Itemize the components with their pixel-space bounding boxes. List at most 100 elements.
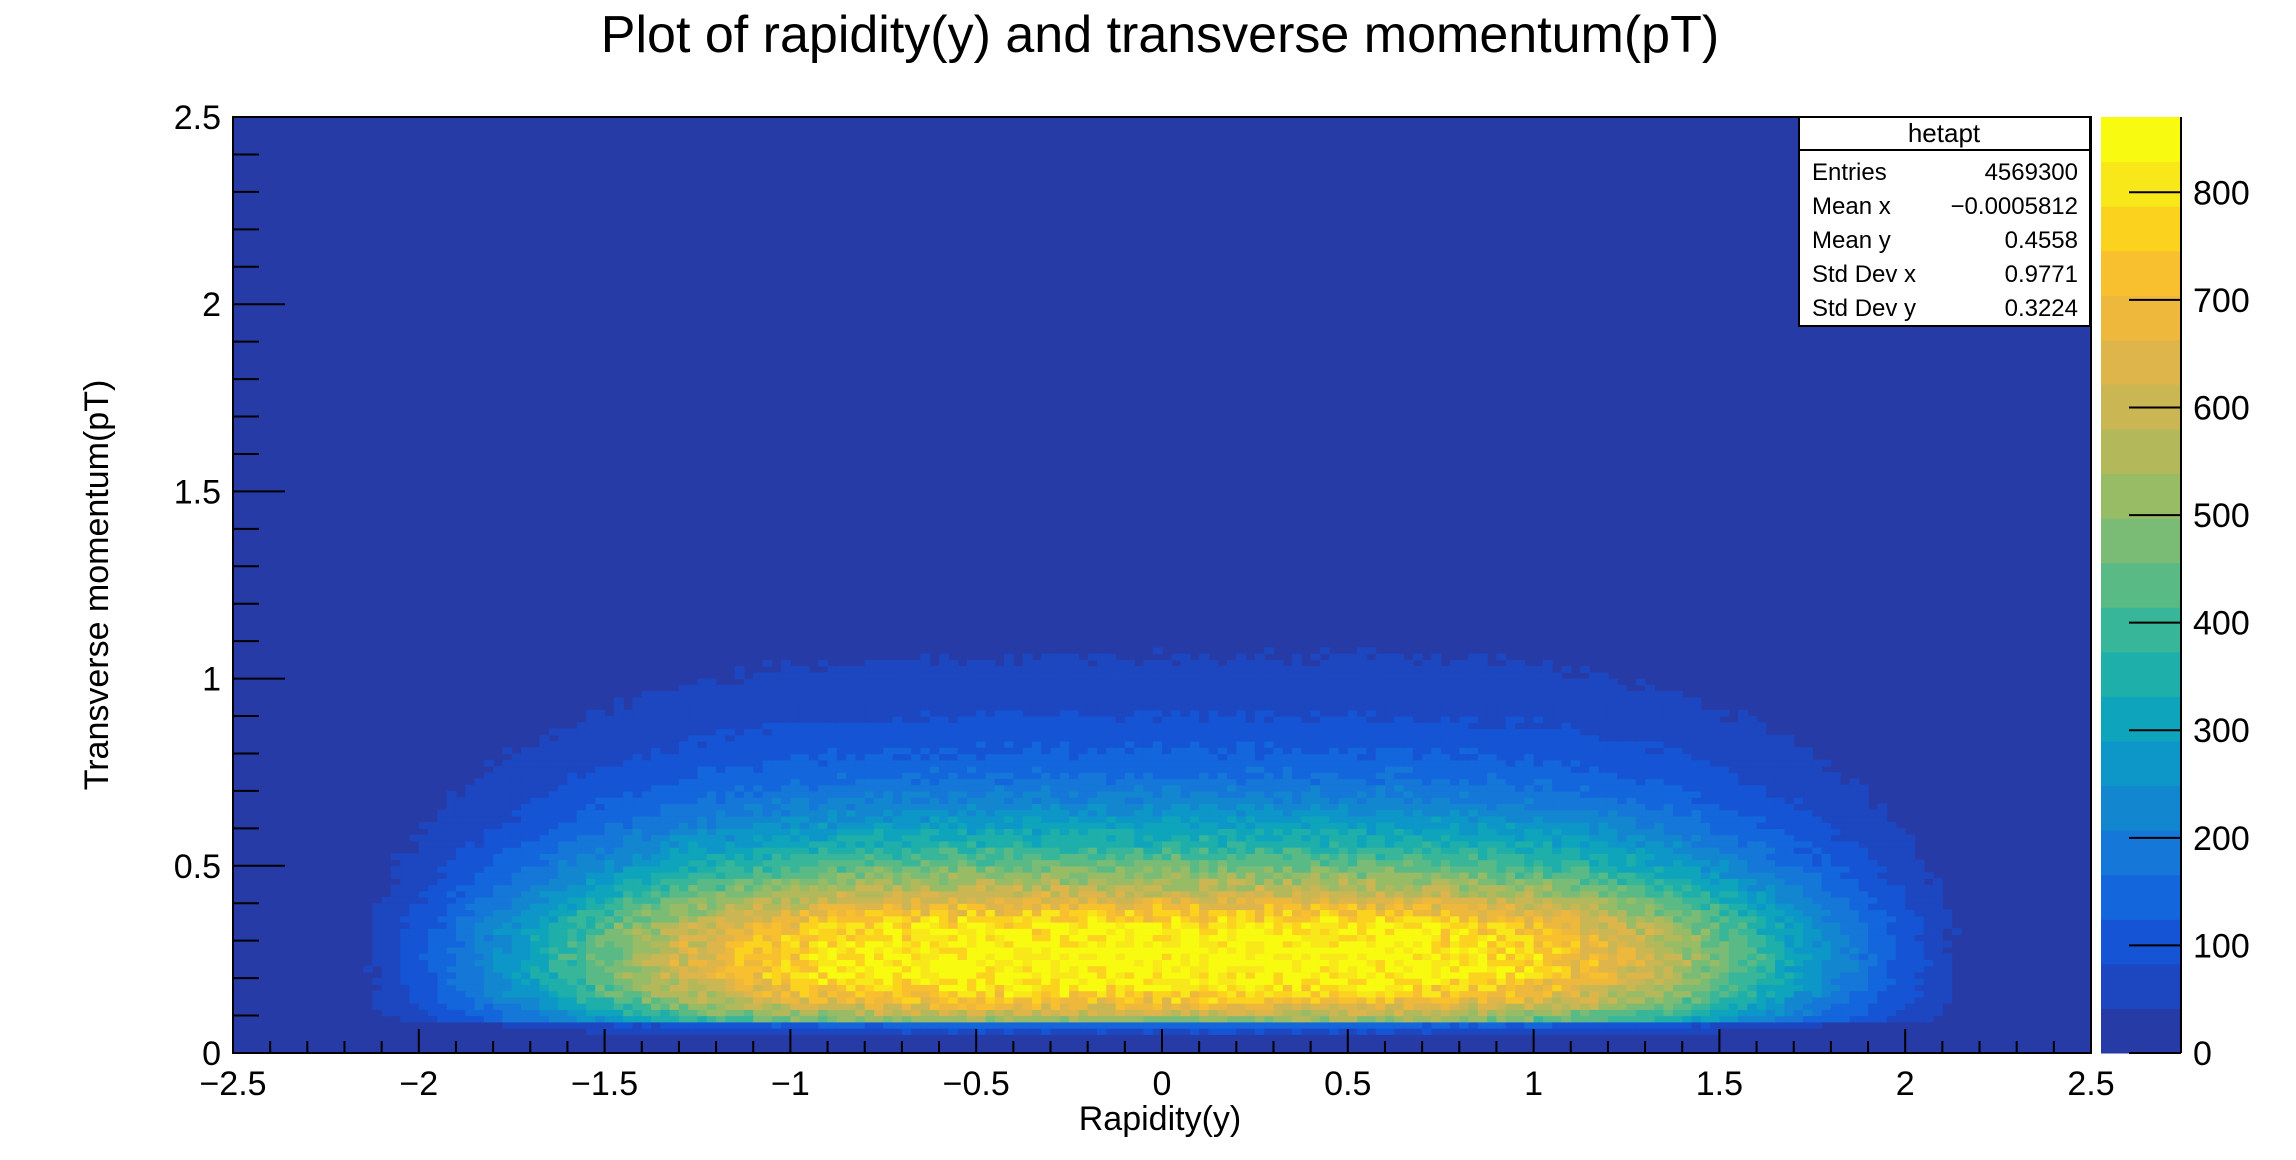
- heatmap-cell: [1403, 971, 1414, 979]
- heatmap-cell: [697, 878, 708, 886]
- heatmap-cell: [446, 996, 457, 1004]
- heatmap-cell: [827, 990, 838, 998]
- heatmap-cell: [1747, 847, 1758, 854]
- heatmap-cell: [920, 1003, 931, 1010]
- heatmap-cell: [716, 965, 726, 973]
- heatmap-cell: [706, 934, 717, 942]
- heatmap-cell: [1319, 1021, 1330, 1029]
- heatmap-cell: [1208, 953, 1219, 960]
- heatmap-cell: [1357, 909, 1367, 917]
- heatmap-cell: [1812, 928, 1823, 936]
- heatmap-cell: [586, 934, 596, 942]
- heatmap-cell: [1552, 884, 1563, 892]
- heatmap-cell: [1700, 946, 1711, 954]
- heatmap-cell: [1412, 1009, 1423, 1017]
- heatmap-cell: [920, 959, 931, 967]
- heatmap-cell: [678, 915, 689, 923]
- heatmap-cell: [976, 1021, 987, 1029]
- heatmap-cell: [1477, 909, 1488, 917]
- heatmap-cell: [1301, 853, 1312, 861]
- heatmap-cell: [1152, 984, 1163, 992]
- heatmap-cell: [1626, 878, 1637, 886]
- heatmap-cell: [1124, 984, 1135, 992]
- heatmap-cell: [1589, 909, 1600, 917]
- heatmap-cell: [1366, 965, 1377, 973]
- heatmap-cell: [1682, 865, 1693, 873]
- heatmap-cell: [1059, 1009, 1070, 1017]
- heatmap-cell: [1682, 984, 1693, 992]
- heatmap-cell: [1357, 921, 1367, 929]
- heatmap-cell: [409, 859, 420, 867]
- heatmap-cell: [669, 903, 680, 911]
- heatmap-cell: [753, 965, 764, 973]
- heatmap-cell: [1384, 921, 1395, 929]
- heatmap-cell: [957, 1009, 968, 1017]
- heatmap-cell: [1570, 872, 1581, 879]
- heatmap-cell: [836, 940, 847, 948]
- heatmap-cell: [576, 890, 587, 898]
- heatmap-cell: [1607, 928, 1618, 936]
- heatmap-cell: [428, 859, 438, 867]
- heatmap-cell: [502, 840, 513, 848]
- heatmap-cell: [1152, 915, 1163, 923]
- heatmap-cell: [576, 1021, 587, 1029]
- heatmap-cell: [1115, 903, 1126, 911]
- heatmap-cell: [1431, 959, 1442, 967]
- heatmap-cell: [1431, 1021, 1442, 1029]
- heatmap-cell: [1384, 984, 1395, 992]
- heatmap-cell: [455, 1003, 466, 1010]
- heatmap-cell: [734, 897, 745, 904]
- heatmap-cell: [1217, 890, 1228, 898]
- heatmap-cell: [1004, 915, 1014, 923]
- heatmap-cell: [1319, 859, 1330, 867]
- heatmap-cell: [957, 903, 968, 911]
- heatmap-cell: [511, 984, 522, 992]
- heatmap-cell: [1236, 978, 1247, 985]
- heatmap-cell: [1775, 859, 1786, 867]
- heatmap-cell: [1477, 1003, 1488, 1010]
- heatmap-cell: [446, 884, 457, 892]
- heatmap-cell: [1830, 940, 1841, 948]
- heatmap-cell: [437, 984, 448, 992]
- heatmap-cell: [1561, 897, 1572, 904]
- heatmap-cell: [1189, 872, 1200, 879]
- heatmap-cell: [799, 915, 810, 923]
- heatmap-cell: [1338, 953, 1349, 960]
- heatmap-cell: [1041, 1028, 1052, 1035]
- heatmap-cell: [1654, 897, 1665, 904]
- heatmap-cell: [836, 965, 847, 973]
- heatmap-cell: [1468, 859, 1479, 867]
- heatmap-cell: [1134, 865, 1145, 873]
- heatmap-cell: [1765, 1003, 1776, 1010]
- heatmap-cell: [1236, 946, 1247, 954]
- heatmap-cell: [511, 946, 522, 954]
- heatmap-cell: [827, 953, 838, 960]
- heatmap-cell: [948, 847, 959, 854]
- heatmap-cell: [892, 872, 903, 879]
- heatmap-cell: [1914, 1009, 1925, 1017]
- heatmap-cell: [1449, 934, 1460, 942]
- heatmap-cell: [939, 940, 949, 948]
- heatmap-cell: [1793, 959, 1804, 967]
- heatmap-cell: [734, 946, 745, 954]
- heatmap-cell: [1505, 1021, 1516, 1029]
- heatmap-cell: [976, 934, 987, 942]
- heatmap-cell: [1868, 996, 1878, 1004]
- heatmap-cell: [957, 909, 968, 917]
- heatmap-cell: [1292, 984, 1302, 992]
- heatmap-cell: [1134, 1003, 1145, 1010]
- heatmap-cell: [1245, 996, 1256, 1004]
- heatmap-cell: [1598, 990, 1609, 998]
- heatmap-cell: [465, 884, 476, 892]
- heatmap-cell: [985, 1009, 996, 1017]
- heatmap-cell: [1933, 903, 1943, 911]
- heatmap-cell: [1700, 934, 1711, 942]
- heatmap-cell: [1124, 1028, 1135, 1035]
- heatmap-cell: [1756, 971, 1767, 979]
- heatmap-cell: [1236, 971, 1247, 979]
- heatmap-cell: [1700, 872, 1711, 879]
- heatmap-cell: [651, 890, 661, 898]
- heatmap-cell: [725, 847, 736, 854]
- heatmap-cell: [428, 915, 438, 923]
- heatmap-cell: [530, 959, 541, 967]
